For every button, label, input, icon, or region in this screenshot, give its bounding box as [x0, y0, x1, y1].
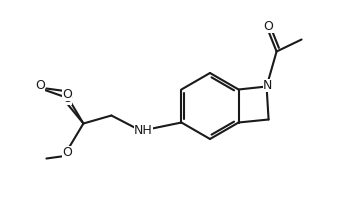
Text: O: O — [35, 79, 45, 92]
Text: NH: NH — [134, 124, 153, 137]
Text: O: O — [63, 88, 72, 101]
Text: O: O — [63, 92, 72, 105]
Text: O: O — [63, 146, 72, 159]
Text: N: N — [263, 79, 272, 92]
Text: O: O — [264, 20, 273, 33]
